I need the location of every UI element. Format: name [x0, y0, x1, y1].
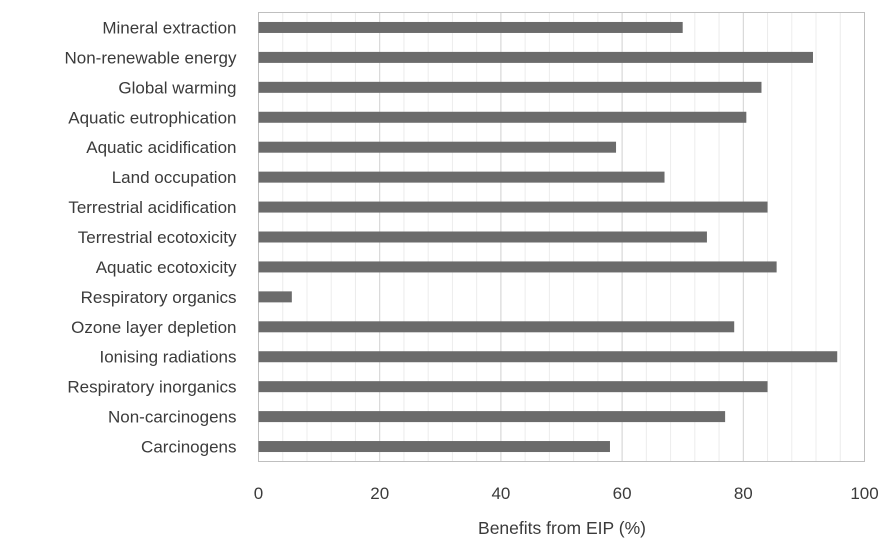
- bar: [258, 201, 768, 213]
- bar: [258, 261, 777, 273]
- category-label: Non-carcinogens: [108, 408, 237, 427]
- category-label: Global warming: [118, 78, 236, 97]
- x-tick-label: 40: [491, 484, 510, 503]
- category-label: Carcinogens: [141, 438, 236, 457]
- bar: [258, 381, 768, 393]
- category-label: Terrestrial acidification: [68, 198, 236, 217]
- bar: [258, 171, 665, 183]
- bar: [258, 111, 747, 123]
- category-label: Respiratory inorganics: [67, 378, 236, 397]
- x-axis-title: Benefits from EIP (%): [478, 518, 646, 538]
- bar: [258, 411, 726, 423]
- category-labels: Mineral extraction Non-renewable energy Gl…: [65, 18, 237, 456]
- category-label: Land occupation: [112, 168, 237, 187]
- x-tick-label: 0: [254, 484, 263, 503]
- bar: [258, 141, 617, 153]
- category-label: Respiratory organics: [81, 288, 237, 307]
- bar: [258, 51, 813, 63]
- category-label: Aquatic ecotoxicity: [96, 258, 237, 277]
- bar: [258, 231, 707, 243]
- category-label: Aquatic acidification: [86, 138, 236, 157]
- category-label: Mineral extraction: [102, 18, 236, 37]
- bar: [258, 351, 838, 363]
- bar: [258, 291, 292, 303]
- bar: [258, 21, 683, 33]
- category-label: Terrestrial ecotoxicity: [78, 228, 237, 247]
- x-tick-label: 100: [850, 484, 878, 503]
- bar: [258, 81, 762, 93]
- x-tick-labels: 0 20 40 60 80 100: [254, 484, 879, 503]
- x-tick-label: 60: [613, 484, 632, 503]
- x-tick-label: 80: [734, 484, 753, 503]
- category-label: Ionising radiations: [99, 348, 236, 367]
- category-label: Aquatic eutrophication: [68, 108, 236, 127]
- category-label: Non-renewable energy: [65, 48, 237, 67]
- bar: [258, 441, 610, 453]
- bar: [258, 321, 735, 333]
- x-tick-label: 20: [370, 484, 389, 503]
- category-label: Ozone layer depletion: [71, 318, 236, 337]
- bars-group: [258, 21, 838, 453]
